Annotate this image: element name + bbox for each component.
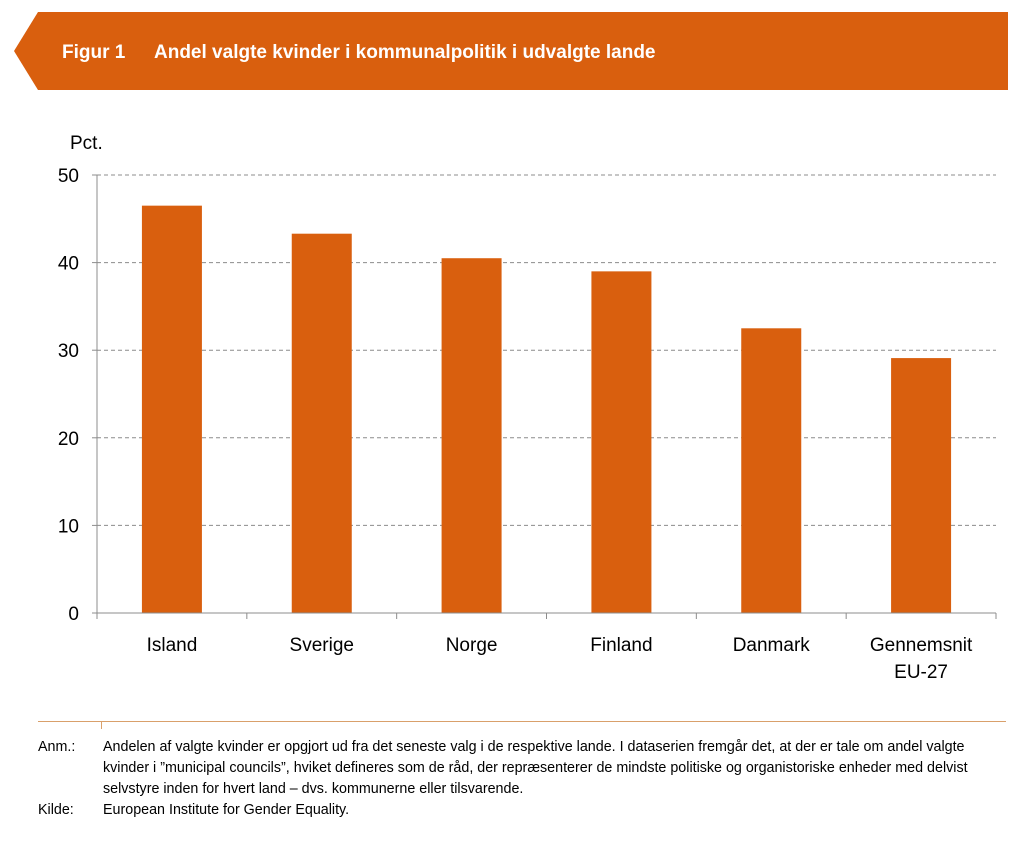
bar <box>141 205 202 613</box>
y-tick-label: 0 <box>68 604 79 625</box>
figure-title: Figur 1 Andel valgte kvinder i kommunalpo… <box>62 42 656 64</box>
x-tick-label: Island <box>147 635 198 656</box>
bar <box>291 233 352 613</box>
y-tick-label: 40 <box>58 254 79 275</box>
source-label: Kilde: <box>38 802 74 818</box>
bar <box>591 271 652 613</box>
note-label: Anm.: <box>38 739 76 755</box>
note-row-kilde: Kilde: European Institute for Gender Equ… <box>38 800 1013 821</box>
banner-shape <box>14 12 1008 90</box>
x-tick-label: Sverige <box>290 635 354 656</box>
figure-title-text: Andel valgte kvinder i kommunalpolitik i… <box>154 42 656 63</box>
figure-header-banner: Figur 1 Andel valgte kvinder i kommunalpo… <box>14 12 1008 90</box>
source-text: European Institute for Gender Equality. <box>103 802 350 818</box>
notes-divider <box>38 721 1006 722</box>
chart-notes: Anm.: Andelen af valgte kvinder er opgjo… <box>38 737 1013 821</box>
note-row-anm: Anm.: Andelen af valgte kvinder er opgjo… <box>38 737 1013 800</box>
y-tick-label: 10 <box>58 516 79 537</box>
notes-divider-tick <box>101 721 102 729</box>
note-text: Andelen af valgte kvinder er opgjort ud … <box>103 739 968 797</box>
y-tick-label: 30 <box>58 341 79 362</box>
x-tick-label: Finland <box>590 635 652 656</box>
y-tick-label: 50 <box>58 166 79 187</box>
bar <box>441 258 502 613</box>
bar <box>741 328 802 613</box>
bar-chart: 0 10 20 30 40 50 Pct. Island Sverige Norge Finland… <box>58 133 997 683</box>
bar <box>891 358 952 613</box>
x-tick-label: Norge <box>446 635 498 656</box>
x-tick-label: Danmark <box>733 635 811 656</box>
x-tick-label: Gennemsnit EU-27 <box>870 635 973 683</box>
figure-label: Figur 1 <box>62 42 126 63</box>
y-tick-label: 20 <box>58 429 79 450</box>
y-axis-label: Pct. <box>70 133 103 154</box>
